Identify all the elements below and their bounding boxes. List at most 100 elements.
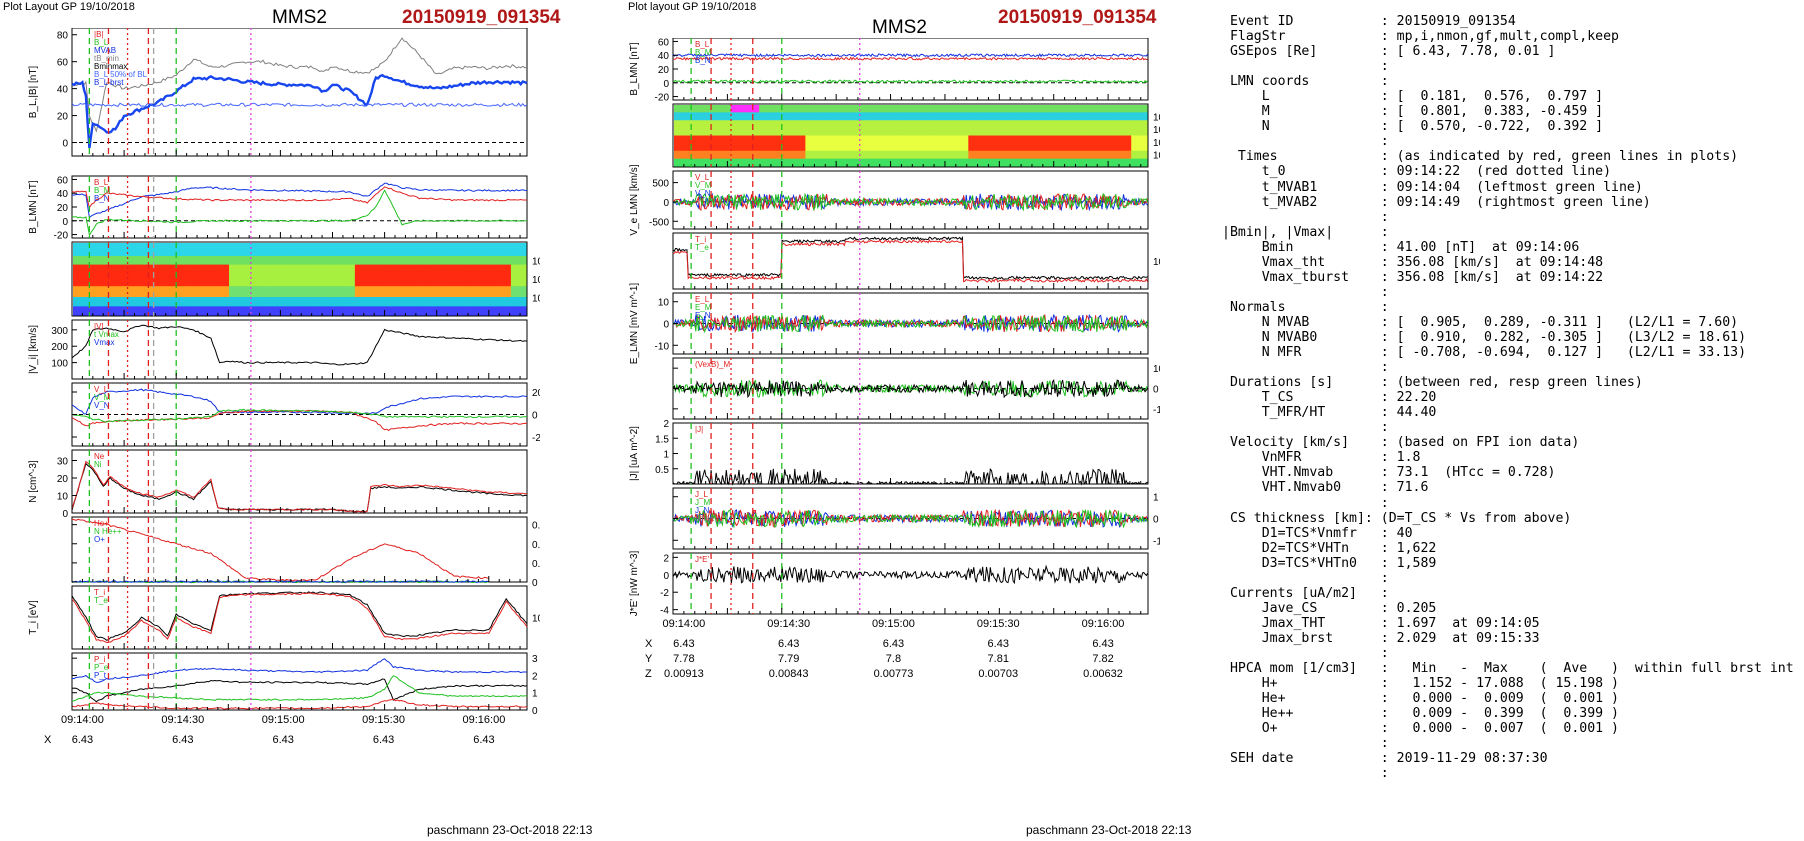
spectrogram-cell: [1131, 158, 1137, 167]
spectrogram-cell: [842, 150, 848, 160]
spectrogram-cell: [364, 306, 371, 316]
coord-value: 6.43: [883, 638, 904, 650]
y-tick-label: 10^2: [1153, 257, 1160, 268]
spectrogram-cell: [208, 286, 215, 298]
summary-line: :: [1222, 495, 1389, 511]
y-tick-label: 20: [57, 474, 69, 485]
spectrogram-cell: [218, 243, 225, 257]
spectrogram-cell: [364, 255, 371, 266]
spectrogram-cell: [334, 255, 341, 266]
spectrogram-cell: [128, 264, 134, 287]
spectrogram-cell: [1136, 150, 1143, 160]
y-tick-label: 60: [658, 38, 670, 48]
left-plot-layout-label: Plot Layout GP 19/10/2018: [3, 1, 135, 13]
spectrogram-cell: [339, 264, 346, 287]
spectrogram-cell: [1141, 150, 1148, 160]
spectrogram-cell: [847, 120, 854, 136]
spectrogram-cell: [400, 286, 406, 298]
spectrogram-cell: [324, 286, 331, 298]
y-tick-label: 3: [532, 654, 538, 665]
spectrogram-cell: [857, 120, 864, 136]
spectrogram-cell: [103, 255, 109, 266]
spectrogram-cell: [1020, 158, 1027, 167]
y-tick-label: 300: [51, 326, 68, 337]
y-tick-label: 0: [532, 578, 538, 589]
spectrogram-cell: [153, 286, 160, 298]
spectrogram-cell: [163, 243, 170, 257]
y-tick-label: 0.2: [532, 540, 540, 551]
y-tick-label: -200: [532, 433, 540, 444]
summary-line: :: [1222, 570, 1389, 586]
spectrogram-cell: [978, 112, 985, 121]
summary-line: Durations [s] : (between red, resp green…: [1222, 375, 1643, 391]
time-tick-label: 09:16:00: [1082, 618, 1125, 630]
coord-value: 7.79: [778, 653, 799, 665]
spectrogram-cell: [349, 243, 356, 257]
spectrogram-cell: [450, 243, 457, 257]
spectrogram-cell: [674, 105, 680, 113]
spectrogram-cell: [369, 297, 376, 307]
spectrogram-cell: [108, 255, 114, 266]
spectrogram-cell: [984, 120, 990, 136]
summary-line: HPCA mom [1/cm3] : Min - Max ( Ave ) wit…: [1222, 661, 1794, 677]
spectrogram-cell: [108, 306, 114, 316]
spectrogram-cell: [910, 135, 917, 152]
spectrogram-cell: [153, 306, 160, 316]
spectrogram-cell: [490, 297, 497, 307]
spectrogram-cell: [93, 306, 99, 316]
series-P_B: [71, 678, 528, 703]
spectrogram-cell: [158, 243, 165, 257]
spectrogram-cell: [1057, 105, 1064, 113]
spectrogram-cell: [460, 286, 467, 298]
spectrogram-cell: [470, 297, 477, 307]
spectrogram-cell: [836, 135, 843, 152]
spectrogram-cell: [1078, 158, 1085, 167]
spectrogram-cell: [138, 243, 144, 257]
spectrogram-cell: [889, 135, 896, 152]
spectrogram-cell: [294, 306, 300, 316]
spectrogram-cell: [973, 150, 980, 160]
spectrogram-cell: [359, 264, 366, 287]
spectrogram-cell: [1099, 150, 1106, 160]
spectrogram-cell: [915, 112, 922, 121]
legend-entry: B_L brst: [94, 78, 124, 87]
y-tick-label: -10: [655, 341, 670, 352]
y-tick-label: 30: [57, 457, 69, 468]
spectrogram-cell: [193, 255, 200, 266]
spectrogram-cell: [1125, 105, 1132, 113]
legend-entry: P_e: [94, 663, 109, 672]
spectrogram-cell: [515, 255, 522, 266]
y-axis-label: B_L,|B| [nT]: [28, 66, 39, 119]
spectrogram-cell: [450, 255, 457, 266]
spectrogram-cell: [178, 255, 185, 266]
spectrogram-cell: [852, 135, 859, 152]
coord-label: X: [44, 734, 52, 746]
spectrogram-cell: [203, 255, 210, 266]
spectrogram-cell: [784, 120, 791, 136]
spectrogram-cell: [515, 264, 522, 287]
spectrogram-cell: [309, 297, 316, 307]
spectrogram-cell: [1036, 158, 1043, 167]
y-tick-label: 0.3: [532, 521, 540, 532]
spectrogram-cell: [284, 286, 290, 298]
spectrogram-cell: [737, 112, 743, 121]
spectrogram-cell: [435, 297, 441, 307]
spectrogram-cell: [1047, 120, 1053, 136]
spectrogram-cell: [445, 243, 451, 257]
summary-line: Event ID : 20150919_091354: [1222, 14, 1516, 29]
panel-1: 10^110^210^310^4Energy (eV): [672, 103, 1160, 168]
spectrogram-cell: [978, 158, 985, 167]
spectrogram-cell: [758, 135, 764, 152]
spectrogram-cell: [768, 135, 775, 152]
spectrogram-cell: [684, 158, 691, 167]
spectrogram-cell: [415, 306, 421, 316]
spectrogram-cell: [158, 306, 165, 316]
spectrogram-cell: [1005, 112, 1011, 121]
spectrogram-cell: [440, 297, 446, 307]
spectrogram-cell: [78, 255, 84, 266]
spectrogram-cell: [963, 105, 969, 113]
spectrogram-cell: [700, 120, 707, 136]
spectrogram-cell: [279, 264, 285, 287]
spectrogram-cell: [390, 297, 396, 307]
spectrogram-cell: [899, 120, 906, 136]
